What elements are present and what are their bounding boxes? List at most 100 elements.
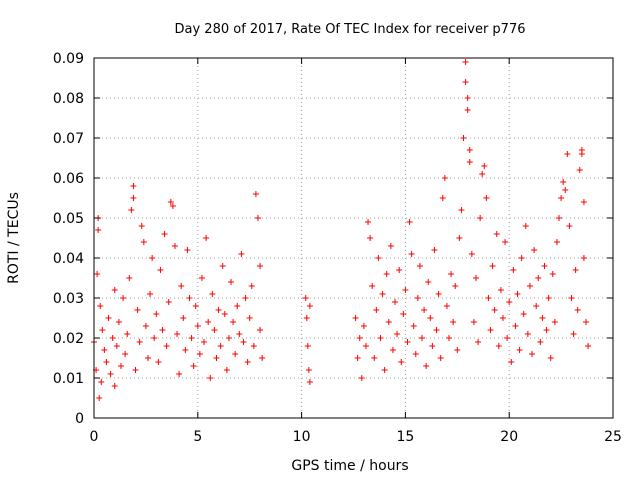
data-point [142, 323, 149, 329]
data-point [111, 287, 118, 293]
data-point [163, 343, 170, 349]
data-point [257, 263, 264, 269]
data-point [144, 355, 151, 361]
data-point [140, 239, 147, 245]
data-point [462, 79, 469, 85]
data-point [188, 335, 195, 341]
data-point [414, 295, 421, 301]
data-point [502, 239, 509, 245]
data-point [238, 251, 245, 257]
data-point [157, 267, 164, 273]
data-point [506, 299, 513, 305]
data-point [491, 307, 498, 313]
y-tick-label: 0.04 [53, 251, 84, 267]
data-point [529, 351, 536, 357]
data-point [211, 327, 218, 333]
data-point [95, 227, 102, 233]
data-point [98, 379, 105, 385]
data-point [377, 335, 384, 341]
data-point [585, 343, 592, 349]
data-point [198, 275, 205, 281]
data-point [182, 347, 189, 353]
data-point [171, 243, 178, 249]
data-point [244, 359, 251, 365]
data-point [472, 275, 479, 281]
data-point [400, 311, 407, 317]
data-point [489, 263, 496, 269]
data-point [259, 355, 266, 361]
data-point [305, 367, 312, 373]
y-tick-label: 0.02 [53, 331, 84, 347]
data-point [392, 299, 399, 305]
x-axis-label: GPS time / hours [291, 458, 408, 474]
data-point [248, 283, 255, 289]
data-point [250, 343, 257, 349]
data-point [352, 315, 359, 321]
data-point [371, 355, 378, 361]
data-point [574, 307, 581, 313]
plot-frame [93, 57, 614, 419]
data-point [394, 331, 401, 337]
data-point [389, 347, 396, 353]
data-point [427, 315, 434, 321]
data-point [303, 315, 310, 321]
data-point [462, 59, 469, 65]
data-point [564, 151, 571, 157]
data-point [107, 371, 114, 377]
data-point [485, 295, 492, 301]
data-point [556, 215, 563, 221]
data-point [257, 327, 264, 333]
data-point [209, 291, 216, 297]
data-point [122, 351, 129, 357]
data-point [105, 315, 112, 321]
data-point [537, 339, 544, 345]
data-point [242, 295, 249, 301]
data-point [219, 263, 226, 269]
data-point [379, 291, 386, 297]
data-point [483, 195, 490, 201]
data-point [213, 355, 220, 361]
x-tick-label: 10 [293, 429, 311, 445]
data-point [136, 339, 143, 345]
data-points [91, 59, 592, 401]
data-point [576, 167, 583, 173]
data-point [385, 319, 392, 325]
data-point [387, 243, 394, 249]
data-point [495, 343, 502, 349]
data-point [516, 347, 523, 353]
x-tick-label: 5 [193, 429, 202, 445]
grid-lines [94, 58, 613, 418]
data-point [504, 335, 511, 341]
data-point [128, 207, 135, 213]
data-point [553, 239, 560, 245]
data-point [539, 315, 546, 321]
data-point [445, 335, 452, 341]
data-point [425, 279, 432, 285]
y-tick-label: 0.07 [53, 131, 84, 147]
data-point [138, 223, 145, 229]
data-point [225, 335, 232, 341]
data-point [304, 343, 311, 349]
data-point [252, 191, 259, 197]
data-point [205, 319, 212, 325]
data-point [132, 367, 139, 373]
chart-title: Day 280 of 2017, Rate Of TEC Index for r… [175, 22, 526, 37]
data-point [558, 195, 565, 201]
data-point [196, 351, 203, 357]
y-tick-label: 0.01 [53, 371, 84, 387]
data-point [475, 339, 482, 345]
y-tick-label: 0.05 [53, 211, 84, 227]
data-point [580, 199, 587, 205]
data-point [97, 303, 104, 309]
data-point [367, 235, 374, 241]
data-point [547, 355, 554, 361]
y-axis-label: ROTI / TECUs [6, 192, 22, 284]
data-point [134, 307, 141, 313]
data-point [126, 275, 133, 281]
data-point [541, 263, 548, 269]
data-point [101, 347, 108, 353]
x-tick-label: 0 [90, 429, 99, 445]
data-point [362, 343, 369, 349]
data-point [203, 235, 210, 241]
